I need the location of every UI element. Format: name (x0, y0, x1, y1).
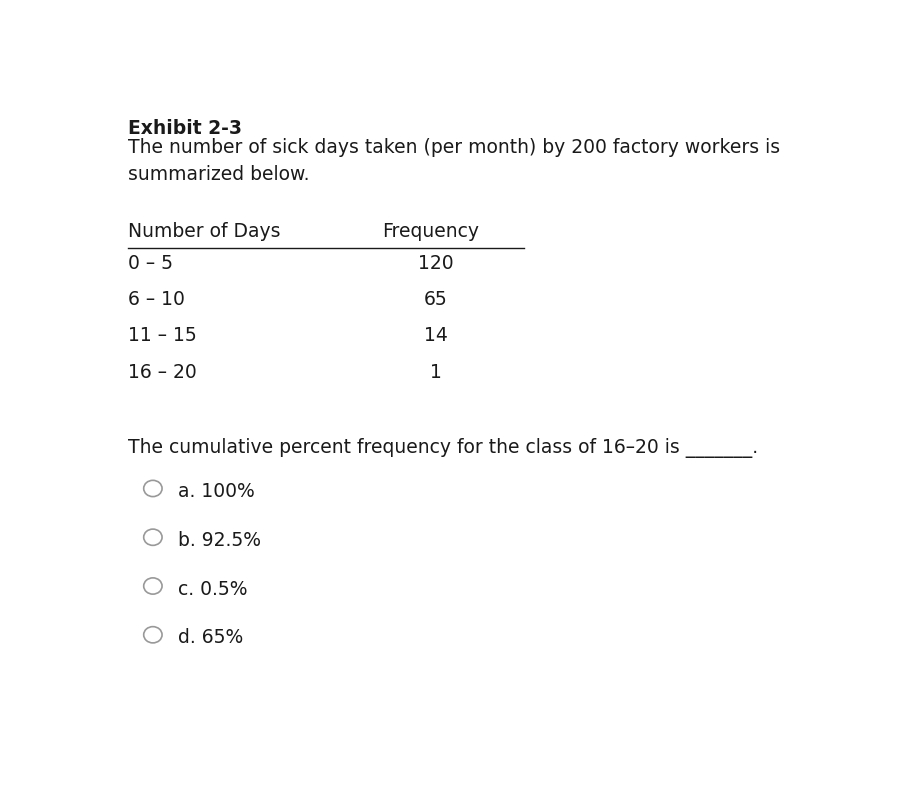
Text: The number of sick days taken (per month) by 200 factory workers is
summarized b: The number of sick days taken (per month… (128, 138, 780, 183)
Text: 16 – 20: 16 – 20 (128, 362, 197, 381)
Text: b. 92.5%: b. 92.5% (178, 530, 261, 549)
Text: 6 – 10: 6 – 10 (128, 290, 185, 309)
Text: Frequency: Frequency (383, 222, 479, 241)
Text: a. 100%: a. 100% (178, 482, 254, 500)
Text: 11 – 15: 11 – 15 (128, 326, 197, 345)
Text: Number of Days: Number of Days (128, 222, 281, 241)
Text: 120: 120 (417, 253, 453, 272)
Text: The cumulative percent frequency for the class of 16–20 is _______.: The cumulative percent frequency for the… (128, 438, 757, 457)
Text: 1: 1 (429, 362, 441, 381)
Text: c. 0.5%: c. 0.5% (178, 579, 247, 598)
Text: 14: 14 (424, 326, 447, 345)
Text: d. 65%: d. 65% (178, 628, 242, 646)
Text: Exhibit 2-3: Exhibit 2-3 (128, 119, 242, 138)
Text: 0 – 5: 0 – 5 (128, 253, 173, 272)
Text: 65: 65 (424, 290, 447, 309)
